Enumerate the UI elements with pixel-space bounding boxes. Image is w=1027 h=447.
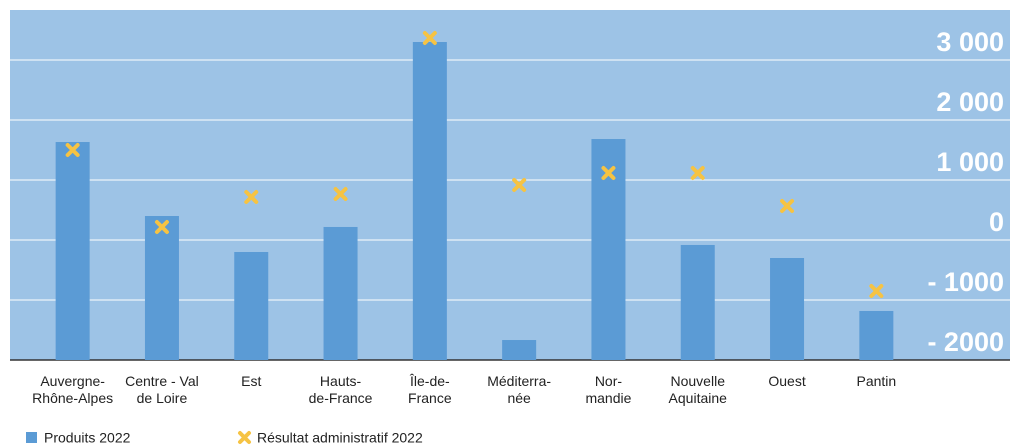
y-tick-label: - 1000 xyxy=(927,267,1004,297)
x-tick-label: Est xyxy=(241,373,262,389)
x-tick-label: Nouvelle Aquitaine xyxy=(668,373,727,406)
y-tick-label: 2 000 xyxy=(936,87,1004,117)
x-tick-label: Centre - Val de Loire xyxy=(125,373,199,406)
bar xyxy=(591,139,626,360)
marker xyxy=(512,177,527,192)
y-tick-label: 0 xyxy=(989,207,1004,237)
bar xyxy=(770,258,805,360)
marker xyxy=(780,198,795,213)
x-tick-label: Ouest xyxy=(768,373,806,389)
legend-swatch xyxy=(26,432,37,443)
marker xyxy=(333,186,348,201)
legend-marker xyxy=(238,431,251,444)
marker xyxy=(601,165,616,180)
x-tick-label: Nor- mandie xyxy=(585,373,632,406)
x-tick-label: Auvergne- Rhône-Alpes xyxy=(32,373,114,406)
marker xyxy=(244,189,259,204)
x-tick-label: Pantin xyxy=(856,373,897,389)
bar xyxy=(234,252,269,360)
bar xyxy=(323,226,358,360)
y-tick-label: 1 000 xyxy=(936,147,1004,177)
x-tick-label: Méditerra- née xyxy=(487,373,552,406)
y-tick-label: - 2000 xyxy=(927,327,1004,357)
bar xyxy=(680,244,715,360)
bar xyxy=(502,340,537,360)
x-tick-label: Hauts- de-France xyxy=(308,373,373,406)
legend-label: Résultat administratif 2022 xyxy=(257,430,423,446)
bar xyxy=(55,142,90,360)
marker xyxy=(690,165,705,180)
marker xyxy=(869,284,884,298)
bar xyxy=(144,216,179,360)
marker xyxy=(65,143,80,157)
marker xyxy=(422,30,437,45)
legend-label: Produits 2022 xyxy=(44,430,131,446)
marker xyxy=(154,219,169,234)
bar xyxy=(412,42,447,360)
bar xyxy=(859,310,894,360)
y-tick-label: 3 000 xyxy=(936,27,1004,57)
x-tick-label: Île-de- France xyxy=(408,373,452,406)
